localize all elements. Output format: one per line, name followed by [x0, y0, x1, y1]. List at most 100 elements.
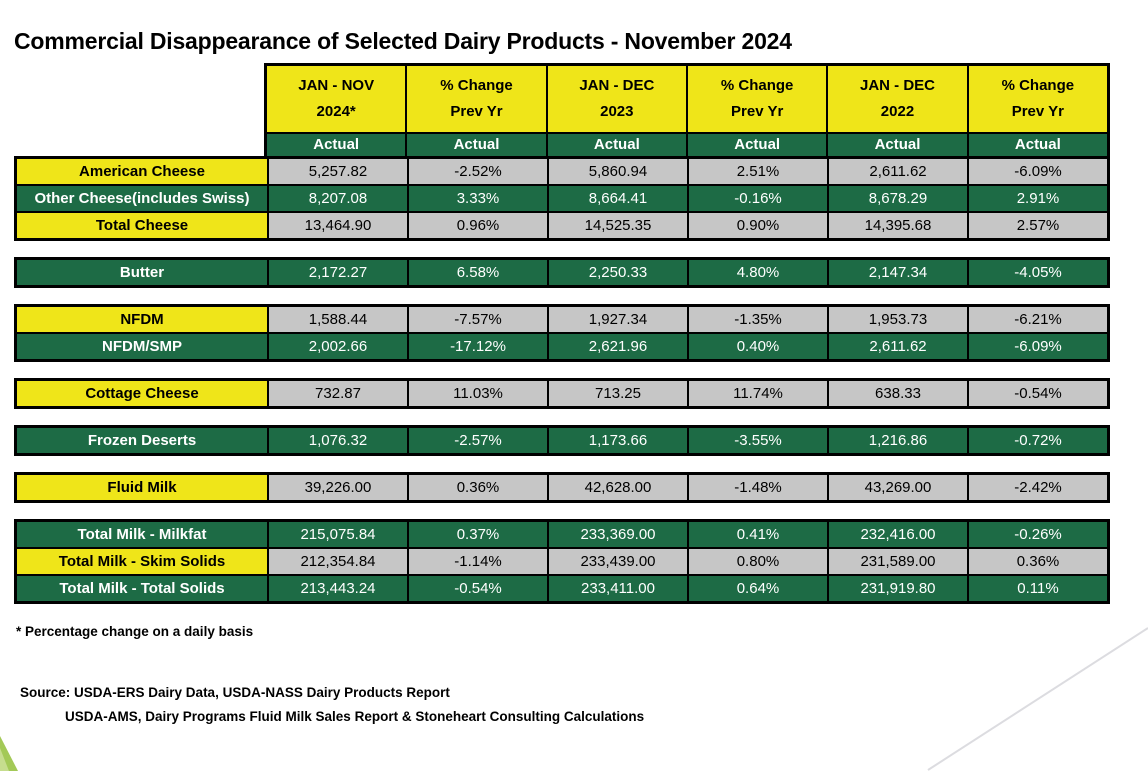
cell-total-milk-total-solids-4: 231,919.80	[829, 576, 967, 601]
cell-nfdm-4: 1,953.73	[829, 307, 967, 332]
cell-frozen-deserts-2: 1,173.66	[549, 428, 687, 453]
cell-american-cheese-2: 5,860.94	[549, 159, 687, 184]
col-subheader-0: Actual	[267, 134, 406, 156]
cell-total-milk-milkfat-1: 0.37%	[409, 522, 547, 547]
cell-american-cheese-0: 5,257.82	[269, 159, 407, 184]
cell-nfdm-smp-5: -6.09%	[969, 334, 1107, 359]
table-group-3: Cottage Cheese 732.87 11.03% 713.25 11.74% 63…	[14, 378, 1110, 409]
green-corner-triangle-highlight	[0, 748, 9, 771]
cell-cottage-cheese-3: 11.74%	[689, 381, 827, 406]
footnote: * Percentage change on a daily basis	[16, 624, 254, 639]
cell-butter-1: 6.58%	[409, 260, 547, 285]
cell-total-milk-milkfat-0: 215,075.84	[269, 522, 407, 547]
col-subheader-5: Actual	[968, 134, 1107, 156]
page-title: Commercial Disappearance of Selected Dai…	[14, 28, 792, 54]
table-header: JAN - NOV 2024*% Change Prev Yr JAN - DEC 20…	[264, 63, 1110, 159]
cell-total-cheese-5: 2.57%	[969, 213, 1107, 238]
row-label-cottage-cheese: Cottage Cheese	[17, 381, 267, 406]
row-label-nfdm-smp: NFDM/SMP	[17, 334, 267, 359]
cell-nfdm-smp-3: 0.40%	[689, 334, 827, 359]
row-label-total-cheese: Total Cheese	[17, 213, 267, 238]
cell-fluid-milk-2: 42,628.00	[549, 475, 687, 500]
col-subheader-4: Actual	[828, 134, 967, 156]
cell-total-milk-skim-solids-1: -1.14%	[409, 549, 547, 574]
cell-nfdm-smp-4: 2,611.62	[829, 334, 967, 359]
green-corner-triangle	[0, 736, 18, 771]
source-prefix: Source:	[20, 685, 71, 700]
cell-cottage-cheese-2: 713.25	[549, 381, 687, 406]
col-subheader-3: Actual	[687, 134, 827, 156]
cell-fluid-milk-5: -2.42%	[969, 475, 1107, 500]
cell-total-cheese-0: 13,464.90	[269, 213, 407, 238]
cell-nfdm-0: 1,588.44	[269, 307, 407, 332]
cell-other-cheese-includes-swiss-4: 8,678.29	[829, 186, 967, 211]
cell-american-cheese-5: -6.09%	[969, 159, 1107, 184]
cell-fluid-milk-3: -1.48%	[689, 475, 827, 500]
cell-total-milk-skim-solids-3: 0.80%	[689, 549, 827, 574]
row-label-total-milk-total-solids: Total Milk - Total Solids	[17, 576, 267, 601]
cell-nfdm-3: -1.35%	[689, 307, 827, 332]
col-subheader-2: Actual	[547, 134, 686, 156]
source-note: Source: USDA-ERS Dairy Data, USDA-NASS D…	[20, 681, 1148, 730]
cell-butter-3: 4.80%	[689, 260, 827, 285]
cell-total-cheese-1: 0.96%	[409, 213, 547, 238]
cell-frozen-deserts-3: -3.55%	[689, 428, 827, 453]
cell-total-milk-skim-solids-2: 233,439.00	[549, 549, 687, 574]
col-header-1: % Change Prev Yr	[407, 66, 546, 132]
col-subheader-1: Actual	[407, 134, 546, 156]
cell-cottage-cheese-0: 732.87	[269, 381, 407, 406]
cell-total-milk-skim-solids-0: 212,354.84	[269, 549, 407, 574]
cell-total-milk-milkfat-2: 233,369.00	[549, 522, 687, 547]
row-label-total-milk-skim-solids: Total Milk - Skim Solids	[17, 549, 267, 574]
row-label-nfdm: NFDM	[17, 307, 267, 332]
cell-american-cheese-1: -2.52%	[409, 159, 547, 184]
cell-butter-0: 2,172.27	[269, 260, 407, 285]
cell-total-milk-milkfat-5: -0.26%	[969, 522, 1107, 547]
table-group-2: NFDM 1,588.44 -7.57% 1,927.34 -1.35% 1,953.73…	[14, 304, 1110, 362]
cell-total-milk-total-solids-2: 233,411.00	[549, 576, 687, 601]
cell-american-cheese-4: 2,611.62	[829, 159, 967, 184]
cell-total-cheese-4: 14,395.68	[829, 213, 967, 238]
table-group-0: American Cheese 5,257.82 -2.52% 5,860.94 2.5…	[14, 156, 1110, 241]
cell-total-milk-milkfat-4: 232,416.00	[829, 522, 967, 547]
cell-butter-5: -4.05%	[969, 260, 1107, 285]
dairy-table: JAN - NOV 2024*% Change Prev Yr JAN - DEC 20…	[14, 63, 1110, 604]
cell-total-cheese-3: 0.90%	[689, 213, 827, 238]
table-group-4: Frozen Deserts 1,076.32 -2.57% 1,173.66 -3.5…	[14, 425, 1110, 456]
cell-total-milk-total-solids-5: 0.11%	[969, 576, 1107, 601]
row-label-total-milk-milkfat: Total Milk - Milkfat	[17, 522, 267, 547]
cell-fluid-milk-1: 0.36%	[409, 475, 547, 500]
table-group-1: Butter 2,172.27 6.58% 2,250.33 4.80% 2,147.34…	[14, 257, 1110, 288]
row-label-other-cheese-includes-swiss: Other Cheese(includes Swiss)	[17, 186, 267, 211]
col-header-2: JAN - DEC 2023	[547, 66, 686, 132]
cell-nfdm-smp-1: -17.12%	[409, 334, 547, 359]
cell-nfdm-smp-2: 2,621.96	[549, 334, 687, 359]
cell-cottage-cheese-1: 11.03%	[409, 381, 547, 406]
cell-frozen-deserts-4: 1,216.86	[829, 428, 967, 453]
cell-nfdm-2: 1,927.34	[549, 307, 687, 332]
cell-total-milk-skim-solids-5: 0.36%	[969, 549, 1107, 574]
cell-total-milk-skim-solids-4: 231,589.00	[829, 549, 967, 574]
cell-fluid-milk-4: 43,269.00	[829, 475, 967, 500]
cell-other-cheese-includes-swiss-2: 8,664.41	[549, 186, 687, 211]
row-label-frozen-deserts: Frozen Deserts	[17, 428, 267, 453]
col-header-4: JAN - DEC 2022	[828, 66, 967, 132]
source-text-1: USDA-ERS Dairy Data, USDA-NASS Dairy Pro…	[74, 685, 450, 700]
cell-butter-4: 2,147.34	[829, 260, 967, 285]
cell-cottage-cheese-4: 638.33	[829, 381, 967, 406]
cell-total-milk-total-solids-0: 213,443.24	[269, 576, 407, 601]
cell-frozen-deserts-1: -2.57%	[409, 428, 547, 453]
cell-frozen-deserts-0: 1,076.32	[269, 428, 407, 453]
cell-cottage-cheese-5: -0.54%	[969, 381, 1107, 406]
row-label-american-cheese: American Cheese	[17, 159, 267, 184]
table-body: American Cheese 5,257.82 -2.52% 5,860.94 2.5…	[14, 156, 1110, 604]
row-label-butter: Butter	[17, 260, 267, 285]
table-group-6: Total Milk - Milkfat 215,075.84 0.37% 233,3…	[14, 519, 1110, 604]
cell-nfdm-1: -7.57%	[409, 307, 547, 332]
cell-other-cheese-includes-swiss-3: -0.16%	[689, 186, 827, 211]
cell-frozen-deserts-5: -0.72%	[969, 428, 1107, 453]
cell-nfdm-smp-0: 2,002.66	[269, 334, 407, 359]
table-group-5: Fluid Milk 39,226.00 0.36% 42,628.00 -1.48% 4…	[14, 472, 1110, 503]
source-line-1: Source: USDA-ERS Dairy Data, USDA-NASS D…	[20, 681, 1148, 705]
cell-total-milk-total-solids-1: -0.54%	[409, 576, 547, 601]
